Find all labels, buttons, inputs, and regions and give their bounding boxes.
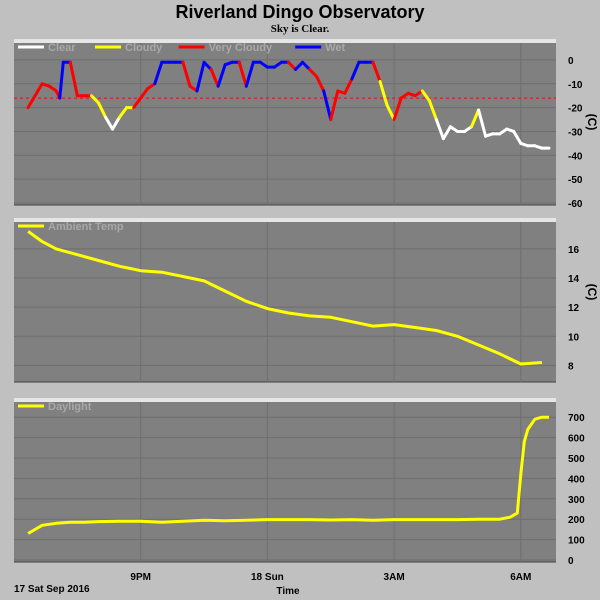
y-tick-label: 700 (568, 413, 585, 424)
series-segment-very_cloudy (139, 87, 150, 100)
series-segment-wet (294, 60, 305, 71)
time-axis: 9PM 18 Sun 3AM 6AM (130, 572, 531, 583)
series-segment-very_cloudy (26, 94, 37, 110)
y-tick-label: -50 (568, 175, 583, 186)
y-tick-label: 400 (568, 474, 585, 485)
series-segment-wet (153, 60, 164, 86)
series-segment-very_cloudy (287, 60, 298, 71)
legend-label: Clear (48, 42, 76, 54)
legend-label: Wet (325, 42, 345, 54)
series-segment-cloudy (385, 103, 396, 122)
x-tick-label: 9PM (130, 572, 151, 583)
series-segment-cloudy (89, 94, 100, 105)
series-segment-wet (301, 60, 312, 71)
series-segment-very_cloudy (237, 60, 248, 88)
y-tick-label: 500 (568, 454, 585, 465)
series-segment-wet (202, 60, 213, 71)
series-segment-wet (195, 60, 206, 93)
plot-area (14, 39, 556, 205)
chart-title: Riverland Dingo Observatory (175, 2, 424, 22)
series-segment-very_cloudy (33, 82, 44, 98)
series-segment-cloudy (118, 106, 129, 119)
series-segment-very_cloudy (371, 60, 382, 83)
y-tick-label: 12 (568, 303, 580, 314)
y-tick-label: -60 (568, 199, 583, 210)
series-segment-clear (477, 108, 488, 138)
chart-subtitle: Sky is Clear. (271, 23, 330, 35)
series-segment-very_cloudy (329, 89, 340, 122)
y-tick-label: 600 (568, 434, 585, 445)
plot-top-bevel (14, 39, 556, 43)
sky-temperature-panel: 0 -10 -20 -30 -40 -50 -60 (C) Clear Cloudy Very Cl… (14, 39, 599, 210)
y-tick-label: 0 (568, 56, 574, 67)
series-segment-very_cloudy (68, 60, 79, 98)
series-segment-clear (441, 125, 452, 141)
series-segment-very_cloudy (181, 60, 192, 88)
series-segment-cloudy (427, 98, 438, 122)
series-segment-wet (244, 60, 255, 88)
series-segment-very_cloudy (308, 67, 319, 79)
x-tick-label: 6AM (510, 572, 531, 583)
y-tick-label: -20 (568, 104, 583, 115)
y-tick-label: 0 (568, 556, 574, 567)
ambient-temperature-panel: 16 14 12 10 8 (C) Ambient Temp (14, 218, 599, 383)
series-segment-very_cloudy (315, 75, 326, 93)
series-line-daylight (27, 415, 549, 535)
plot-top-bevel (14, 398, 556, 402)
series-line-ambient-temperature (27, 230, 543, 366)
y-tick-label: 100 (568, 536, 585, 547)
y-tick-label: 300 (568, 495, 585, 506)
y-tick-label: 16 (568, 245, 580, 256)
series-segment-clear (104, 115, 115, 131)
plot-top-bevel (14, 218, 556, 222)
x-tick-label: 3AM (384, 572, 405, 583)
y-tick-label: 200 (568, 515, 585, 526)
y-tick-label: -10 (568, 80, 583, 91)
series-segment-wet (322, 89, 333, 122)
plot-area (14, 398, 556, 562)
legend-label: Very Cloudy (209, 42, 273, 54)
series-segment-cloudy (378, 79, 389, 107)
y-tick-label: -30 (568, 127, 583, 138)
y-tick-label: 14 (568, 274, 580, 285)
legend-label: Cloudy (125, 42, 163, 54)
unit-label: (C) (585, 284, 599, 301)
x-tick-label: 18 Sun (251, 572, 284, 583)
series-segment-very_cloudy (209, 67, 220, 88)
y-tick-label: 8 (568, 361, 574, 372)
series-segment-very_cloudy (392, 96, 403, 122)
series-segment-wet (350, 60, 361, 81)
series-segment-wet (216, 63, 227, 88)
plot-area (14, 218, 556, 382)
series-segment-cloudy (470, 108, 481, 129)
series-segment-clear (111, 115, 122, 131)
legend-label: Daylight (48, 401, 92, 413)
y-tick-label: 10 (568, 332, 580, 343)
series-segment-very_cloudy (132, 96, 143, 110)
legend-label: Ambient Temp (48, 221, 124, 233)
x-axis-title: Time (276, 586, 300, 597)
y-tick-label: -40 (568, 151, 583, 162)
series-segment-wet (58, 60, 65, 100)
series-segment-cloudy (420, 89, 431, 102)
date-label: 17 Sat Sep 2016 (14, 584, 90, 595)
series-segment-cloudy (96, 101, 108, 119)
unit-label: (C) (585, 114, 599, 131)
series-segment-clear (434, 118, 445, 141)
daylight-panel: 700 600 500 400 300 200 100 0 Daylight (14, 398, 585, 567)
series-segment-very_cloudy (343, 77, 354, 95)
series-segment-clear (512, 129, 523, 145)
